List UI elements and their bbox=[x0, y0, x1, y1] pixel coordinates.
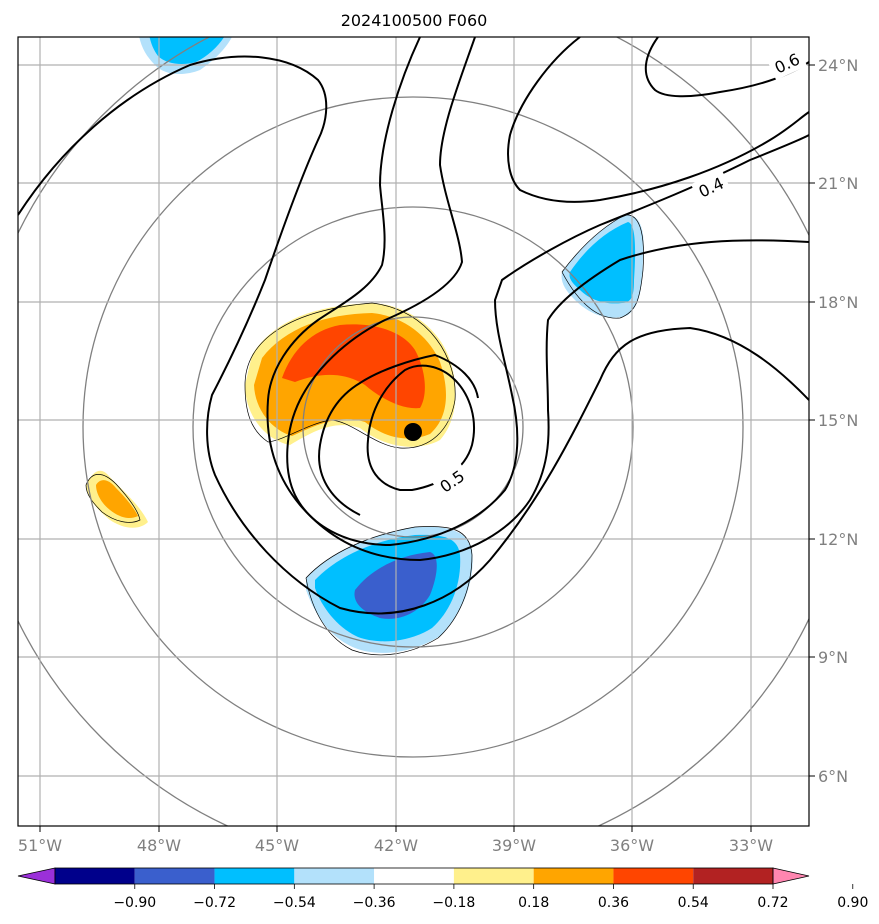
lon-label: 39°W bbox=[492, 836, 536, 855]
colorbar-tick-label: 0.18 bbox=[518, 895, 549, 911]
positive-anomaly-054 bbox=[282, 324, 425, 409]
negative-anomaly-north-036 bbox=[149, 37, 225, 64]
lon-label: 36°W bbox=[610, 836, 654, 855]
colorbar-tick-label: 0.36 bbox=[598, 895, 629, 911]
colorbar-frame bbox=[54, 867, 774, 885]
colorbar-tick-label: −0.90 bbox=[113, 895, 156, 911]
colorbar-swatch bbox=[453, 868, 534, 884]
colorbar-tick-label: −0.54 bbox=[273, 895, 316, 911]
lat-label: 18°N bbox=[818, 293, 858, 312]
lon-label: 48°W bbox=[137, 836, 181, 855]
anomaly-shading bbox=[85, 37, 644, 656]
colorbar-tick-label: 0.90 bbox=[837, 895, 868, 911]
colorbar: −0.90 −0.72 −0.54 −0.36 −0.18 0.18 0.36 0.54 0.7… bbox=[17, 867, 868, 911]
lon-label: 51°W bbox=[18, 836, 62, 855]
colorbar-swatch bbox=[613, 868, 694, 884]
storm-center-dot bbox=[404, 423, 422, 441]
colorbar-swatch bbox=[693, 868, 773, 884]
colorbar-swatch bbox=[55, 868, 135, 884]
colorbar-extend-high bbox=[772, 867, 810, 885]
figure-title: 2024100500 F060 bbox=[341, 11, 488, 30]
lat-label: 21°N bbox=[818, 174, 858, 193]
colorbar-swatch bbox=[134, 868, 215, 884]
colorbar-swatch bbox=[214, 868, 295, 884]
range-rings bbox=[18, 37, 809, 826]
lon-label: 33°W bbox=[729, 836, 773, 855]
colorbar-extend-low bbox=[17, 867, 56, 885]
colorbar-swatch bbox=[294, 868, 375, 884]
colorbar-tick-label: −0.18 bbox=[432, 895, 475, 911]
graticule bbox=[18, 37, 809, 826]
black-contours bbox=[18, 37, 809, 615]
lat-label: 9°N bbox=[818, 648, 848, 667]
colorbar-swatch bbox=[533, 868, 614, 884]
lat-label: 15°N bbox=[818, 411, 858, 430]
latitude-labels: 24°N 21°N 18°N 15°N 12°N 9°N 6°N bbox=[818, 56, 858, 786]
longitude-labels: 51°W 48°W 45°W 42°W 39°W 36°W 33°W bbox=[18, 836, 773, 855]
lon-label: 42°W bbox=[374, 836, 418, 855]
lat-label: 12°N bbox=[818, 530, 858, 549]
colorbar-tick-label: −0.36 bbox=[353, 895, 396, 911]
colorbar-tick-label: 0.72 bbox=[757, 895, 788, 911]
lat-label: 24°N bbox=[818, 56, 858, 75]
colorbar-tick-label: 0.54 bbox=[678, 895, 709, 911]
lon-label: 45°W bbox=[255, 836, 299, 855]
lat-label: 6°N bbox=[818, 767, 848, 786]
positive-anomaly-west-036 bbox=[96, 480, 138, 518]
colorbar-tick-label: −0.72 bbox=[193, 895, 236, 911]
colorbar-swatch bbox=[374, 868, 454, 884]
map-frame bbox=[17, 36, 810, 827]
axis-ticks bbox=[39, 64, 815, 832]
